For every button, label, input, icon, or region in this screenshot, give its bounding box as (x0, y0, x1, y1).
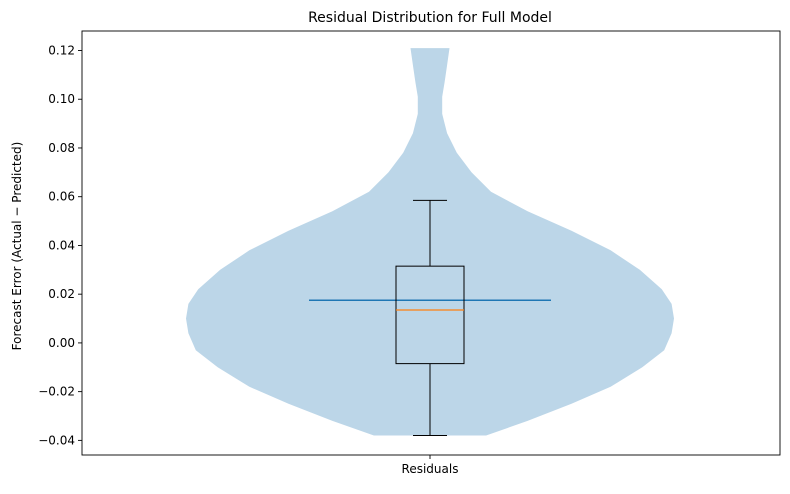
y-tick-label: 0.00 (48, 336, 75, 350)
y-axis-label: Forecast Error (Actual − Predicted) (10, 142, 24, 351)
y-tick-label: 0.06 (48, 190, 75, 204)
plot-area (186, 48, 674, 437)
y-tick-label: −0.04 (38, 433, 75, 447)
y-tick-label: 0.12 (48, 43, 75, 57)
chart-title: Residual Distribution for Full Model (308, 10, 552, 26)
y-tick-label: 0.10 (48, 92, 75, 106)
box-iqr (395, 265, 465, 365)
axes-frame (81, 30, 781, 456)
y-tick-label: 0.04 (48, 238, 75, 252)
y-tick-label: 0.08 (48, 141, 75, 155)
y-tick-label: −0.02 (38, 385, 75, 399)
x-tick-label: Residuals (402, 462, 459, 476)
axes: −0.04 −0.02 0.00 0.02 0.04 0.06 0.08 0.10 0.12 Re… (38, 30, 781, 476)
y-tick-label: 0.02 (48, 287, 75, 301)
